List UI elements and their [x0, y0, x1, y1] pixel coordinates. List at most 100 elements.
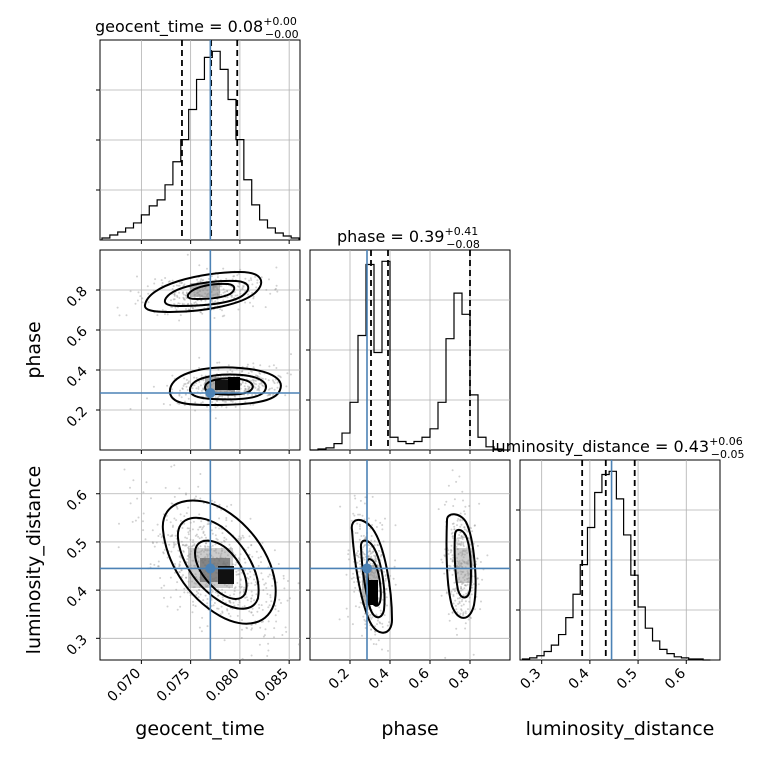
- sample-point: [178, 563, 181, 566]
- sample-point: [260, 276, 263, 279]
- sample-point: [368, 547, 371, 550]
- sample-point: [461, 519, 464, 522]
- sample-point: [453, 498, 456, 501]
- sample-point: [254, 386, 257, 389]
- sample-point: [270, 600, 273, 603]
- sample-point: [255, 593, 258, 596]
- sample-point: [244, 388, 247, 391]
- sample-point: [244, 277, 247, 280]
- sample-point: [252, 295, 255, 298]
- sample-point: [189, 538, 192, 541]
- sample-point: [362, 556, 365, 559]
- sample-point: [225, 538, 228, 541]
- sample-point: [262, 377, 264, 380]
- sample-point: [204, 545, 206, 548]
- sample-point: [195, 495, 197, 498]
- sample-point: [172, 541, 175, 544]
- sample-point: [211, 532, 214, 535]
- sample-point: [374, 558, 377, 561]
- sample-point: [205, 536, 207, 539]
- sample-point: [137, 291, 140, 294]
- sample-point: [271, 379, 274, 382]
- sample-point: [459, 543, 462, 546]
- sample-point: [214, 300, 217, 303]
- sample-point: [480, 600, 482, 603]
- sample-point: [240, 637, 243, 639]
- sample-point: [260, 561, 262, 564]
- sample-point: [170, 550, 173, 553]
- sample-point: [214, 526, 217, 529]
- sample-point: [187, 506, 190, 509]
- sample-point: [220, 405, 223, 408]
- sample-point: [274, 287, 277, 290]
- sample-point: [206, 405, 209, 408]
- sample-point: [182, 284, 185, 287]
- sample-point: [386, 624, 389, 627]
- sample-point: [240, 536, 243, 539]
- sample-point: [449, 551, 452, 554]
- sample-point: [185, 576, 188, 579]
- sample-point: [251, 283, 254, 286]
- sample-point: [207, 277, 210, 280]
- sample-point: [369, 549, 371, 552]
- sample-point: [362, 534, 365, 537]
- sample-point: [356, 554, 359, 557]
- sample-point: [456, 543, 459, 546]
- sample-point: [183, 283, 186, 286]
- sample-point: [289, 373, 292, 376]
- sample-point: [250, 590, 253, 593]
- sample-point: [159, 533, 162, 536]
- sample-point: [199, 473, 202, 475]
- sample-point: [216, 298, 219, 301]
- sample-point: [233, 593, 235, 596]
- sample-point: [289, 597, 291, 600]
- sample-point: [253, 382, 256, 385]
- sample-point: [460, 523, 463, 526]
- sample-point: [198, 264, 201, 267]
- sample-point: [216, 607, 219, 610]
- sample-point: [213, 501, 216, 504]
- sample-point: [184, 544, 187, 547]
- sample-point: [267, 606, 270, 609]
- sample-point: [456, 611, 459, 614]
- sample-point: [199, 280, 202, 283]
- sample-point: [282, 577, 285, 580]
- sample-point: [146, 397, 148, 400]
- sample-point: [460, 587, 463, 590]
- sample-point: [139, 295, 142, 298]
- sample-point: [389, 574, 392, 577]
- sample-point: [473, 524, 476, 527]
- sample-point: [222, 598, 224, 601]
- sample-point: [163, 596, 165, 599]
- sample-point: [236, 294, 239, 297]
- sample-point: [381, 626, 384, 628]
- sample-point: [463, 510, 466, 513]
- sample-point: [461, 536, 464, 539]
- title-phase: phase = 0.39+0.41 −0.08: [337, 225, 480, 251]
- density-distance-vs-phase: [338, 469, 489, 659]
- sample-point: [451, 535, 454, 538]
- sample-point: [223, 536, 226, 539]
- sample-point: [223, 314, 226, 317]
- sample-point: [381, 524, 384, 526]
- sample-point: [239, 383, 242, 386]
- x-tick-label: 0.2: [326, 666, 353, 693]
- sample-point: [368, 614, 371, 617]
- sample-point: [361, 634, 363, 637]
- sample-point: [171, 534, 174, 537]
- sample-point: [462, 614, 465, 617]
- sample-point: [244, 561, 247, 564]
- sample-point: [464, 584, 467, 587]
- sample-point: [372, 550, 375, 553]
- sample-point: [445, 592, 448, 595]
- sample-point: [181, 302, 184, 305]
- sample-point: [178, 571, 181, 574]
- sample-point: [263, 634, 266, 637]
- sample-point: [452, 595, 455, 598]
- sample-point: [277, 610, 280, 613]
- sample-point: [170, 465, 173, 468]
- x-tick-label: 0.4: [366, 665, 393, 692]
- sample-point: [242, 590, 245, 593]
- sample-point: [231, 294, 233, 297]
